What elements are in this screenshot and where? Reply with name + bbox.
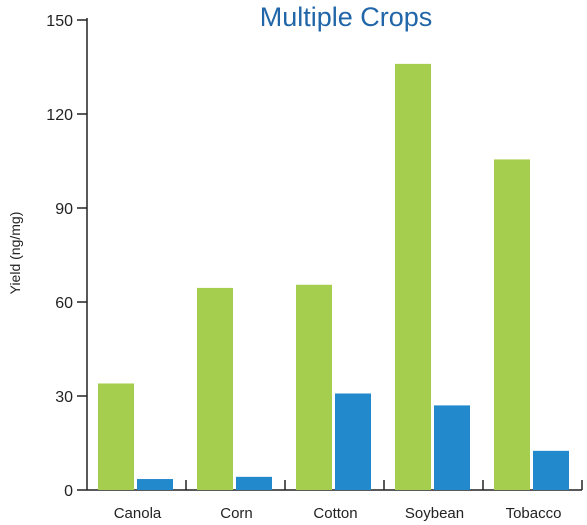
chart-title: Multiple Crops [260,2,433,32]
y-axis-title: Yield (ng/mg) [7,212,23,295]
x-axis-ticks [185,480,583,490]
bar-canola-series-1 [98,383,134,490]
bar-cotton-series-1 [296,284,332,490]
bar-corn-series-1 [197,287,233,490]
bar-soybean-series-1 [395,63,431,490]
y-tick-label: 120 [46,107,73,124]
bar-corn-series-2 [236,476,272,490]
bar-soybean-series-2 [434,405,470,490]
x-tick-label: Tobacco [506,505,562,522]
y-axis-ticks: 0 30 60 90 120 150 [46,13,87,500]
y-tick-label: 0 [64,483,73,500]
bar-cotton-series-2 [335,393,371,490]
y-tick-label: 90 [55,201,73,218]
x-tick-label: Corn [220,505,253,522]
y-tick-label: 150 [46,13,73,30]
x-tick-label: Canola [114,505,162,522]
y-tick-label: 30 [55,389,73,406]
y-tick-label: 60 [55,295,73,312]
x-tick-label: Cotton [313,505,357,522]
bar-tobacco-series-2 [533,450,569,490]
bar-tobacco-series-1 [494,159,530,490]
category-labels: Canola Corn Cotton Soybean Tobacco [114,505,562,522]
bars-group [98,63,569,490]
bar-canola-series-2 [137,479,173,490]
x-tick-label: Soybean [405,505,464,522]
